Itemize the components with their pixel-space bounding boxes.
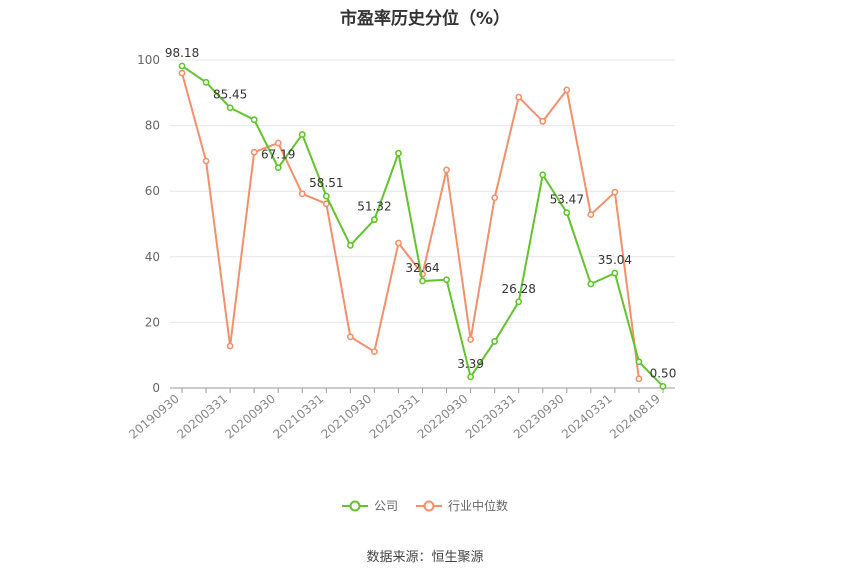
data-label: 67.19 <box>261 148 295 162</box>
x-tick-label: 20190930 <box>126 392 182 442</box>
data-point <box>395 239 402 247</box>
y-tick-label: 40 <box>145 250 160 264</box>
y-tick-label: 60 <box>145 184 160 198</box>
legend-label-industry: 行业中位数 <box>448 499 509 513</box>
data-source: 数据来源：恒生聚源 <box>366 550 484 565</box>
legend-company-marker <box>341 500 368 511</box>
data-point <box>563 209 571 217</box>
data-point <box>563 86 571 94</box>
data-label: 51.32 <box>357 200 391 214</box>
data-point <box>202 78 210 86</box>
data-point <box>371 348 378 355</box>
legend-industry-marker <box>416 500 442 511</box>
x-tick-label: 20230930 <box>511 392 567 442</box>
legend-label-company: 公司 <box>373 499 398 513</box>
x-tick-label: 20240331 <box>559 392 615 442</box>
data-point <box>202 157 210 165</box>
x-tick-label: 20220930 <box>415 392 471 442</box>
data-point <box>587 280 595 288</box>
legend: 公司 行业中位数 <box>0 497 850 514</box>
data-label: 35.04 <box>598 253 632 267</box>
data-point <box>250 116 258 124</box>
data-label: 26.28 <box>502 282 536 296</box>
data-point <box>635 375 643 383</box>
data-point <box>443 276 450 284</box>
data-point <box>611 269 619 277</box>
data-point <box>491 194 499 202</box>
y-tick-label: 80 <box>145 119 160 133</box>
data-point <box>371 216 378 224</box>
data-point <box>395 149 402 157</box>
data-point <box>346 241 354 249</box>
series-industry <box>178 69 643 383</box>
data-point <box>611 188 619 196</box>
data-point <box>419 277 426 285</box>
data-point <box>226 342 234 350</box>
data-label: 53.47 <box>550 193 584 207</box>
data-point <box>226 104 234 112</box>
data-point <box>467 336 474 343</box>
data-point <box>467 373 474 381</box>
data-label: 85.45 <box>213 88 247 102</box>
data-point <box>298 190 306 198</box>
x-tick-label: 20210331 <box>270 392 326 442</box>
data-point <box>539 171 547 179</box>
data-labels: 98.18 85.45 67.19 58.51 51.32 32.64 3.39 26.28 5… <box>165 46 676 380</box>
data-point <box>346 333 354 341</box>
chart-title: 市盈率历史分位（%） <box>339 9 511 29</box>
data-point <box>274 164 282 172</box>
series-lines <box>178 62 667 390</box>
data-point <box>539 117 547 125</box>
data-label: 32.64 <box>405 261 439 275</box>
series-line <box>181 65 664 388</box>
data-point <box>178 62 186 70</box>
y-tick-label: 0 <box>152 381 160 395</box>
data-label: 0.50 <box>650 366 677 380</box>
line-chart: 0204060801002019093020200331202009302021… <box>126 46 676 442</box>
y-tick-label: 20 <box>145 315 160 329</box>
data-point <box>274 139 282 147</box>
data-point <box>515 298 523 306</box>
x-tick-label: 20230331 <box>463 392 519 442</box>
data-point <box>515 93 523 101</box>
data-label: 58.51 <box>309 176 343 190</box>
data-label: 3.39 <box>457 357 484 371</box>
x-tick-label: 20240819 <box>607 392 663 442</box>
data-point <box>250 148 258 156</box>
data-point <box>178 69 186 77</box>
data-point <box>491 338 499 345</box>
series-line <box>181 72 640 379</box>
data-point <box>587 211 595 218</box>
x-tick-label: 20200930 <box>222 392 278 442</box>
x-tick-label: 20200331 <box>174 392 230 442</box>
x-tick-label: 20220331 <box>367 392 423 442</box>
series-company <box>178 62 667 390</box>
data-point <box>322 192 330 200</box>
data-point <box>659 382 667 390</box>
data-point <box>298 131 306 138</box>
legend-item-company[interactable]: 公司 <box>341 497 398 514</box>
grid-lines <box>170 59 675 323</box>
y-tick-label: 100 <box>137 53 160 67</box>
x-tick-label: 20210930 <box>319 392 375 442</box>
data-label: 98.18 <box>165 46 199 60</box>
legend-item-industry[interactable]: 行业中位数 <box>416 497 508 514</box>
data-point <box>443 166 450 174</box>
data-point <box>635 358 643 366</box>
